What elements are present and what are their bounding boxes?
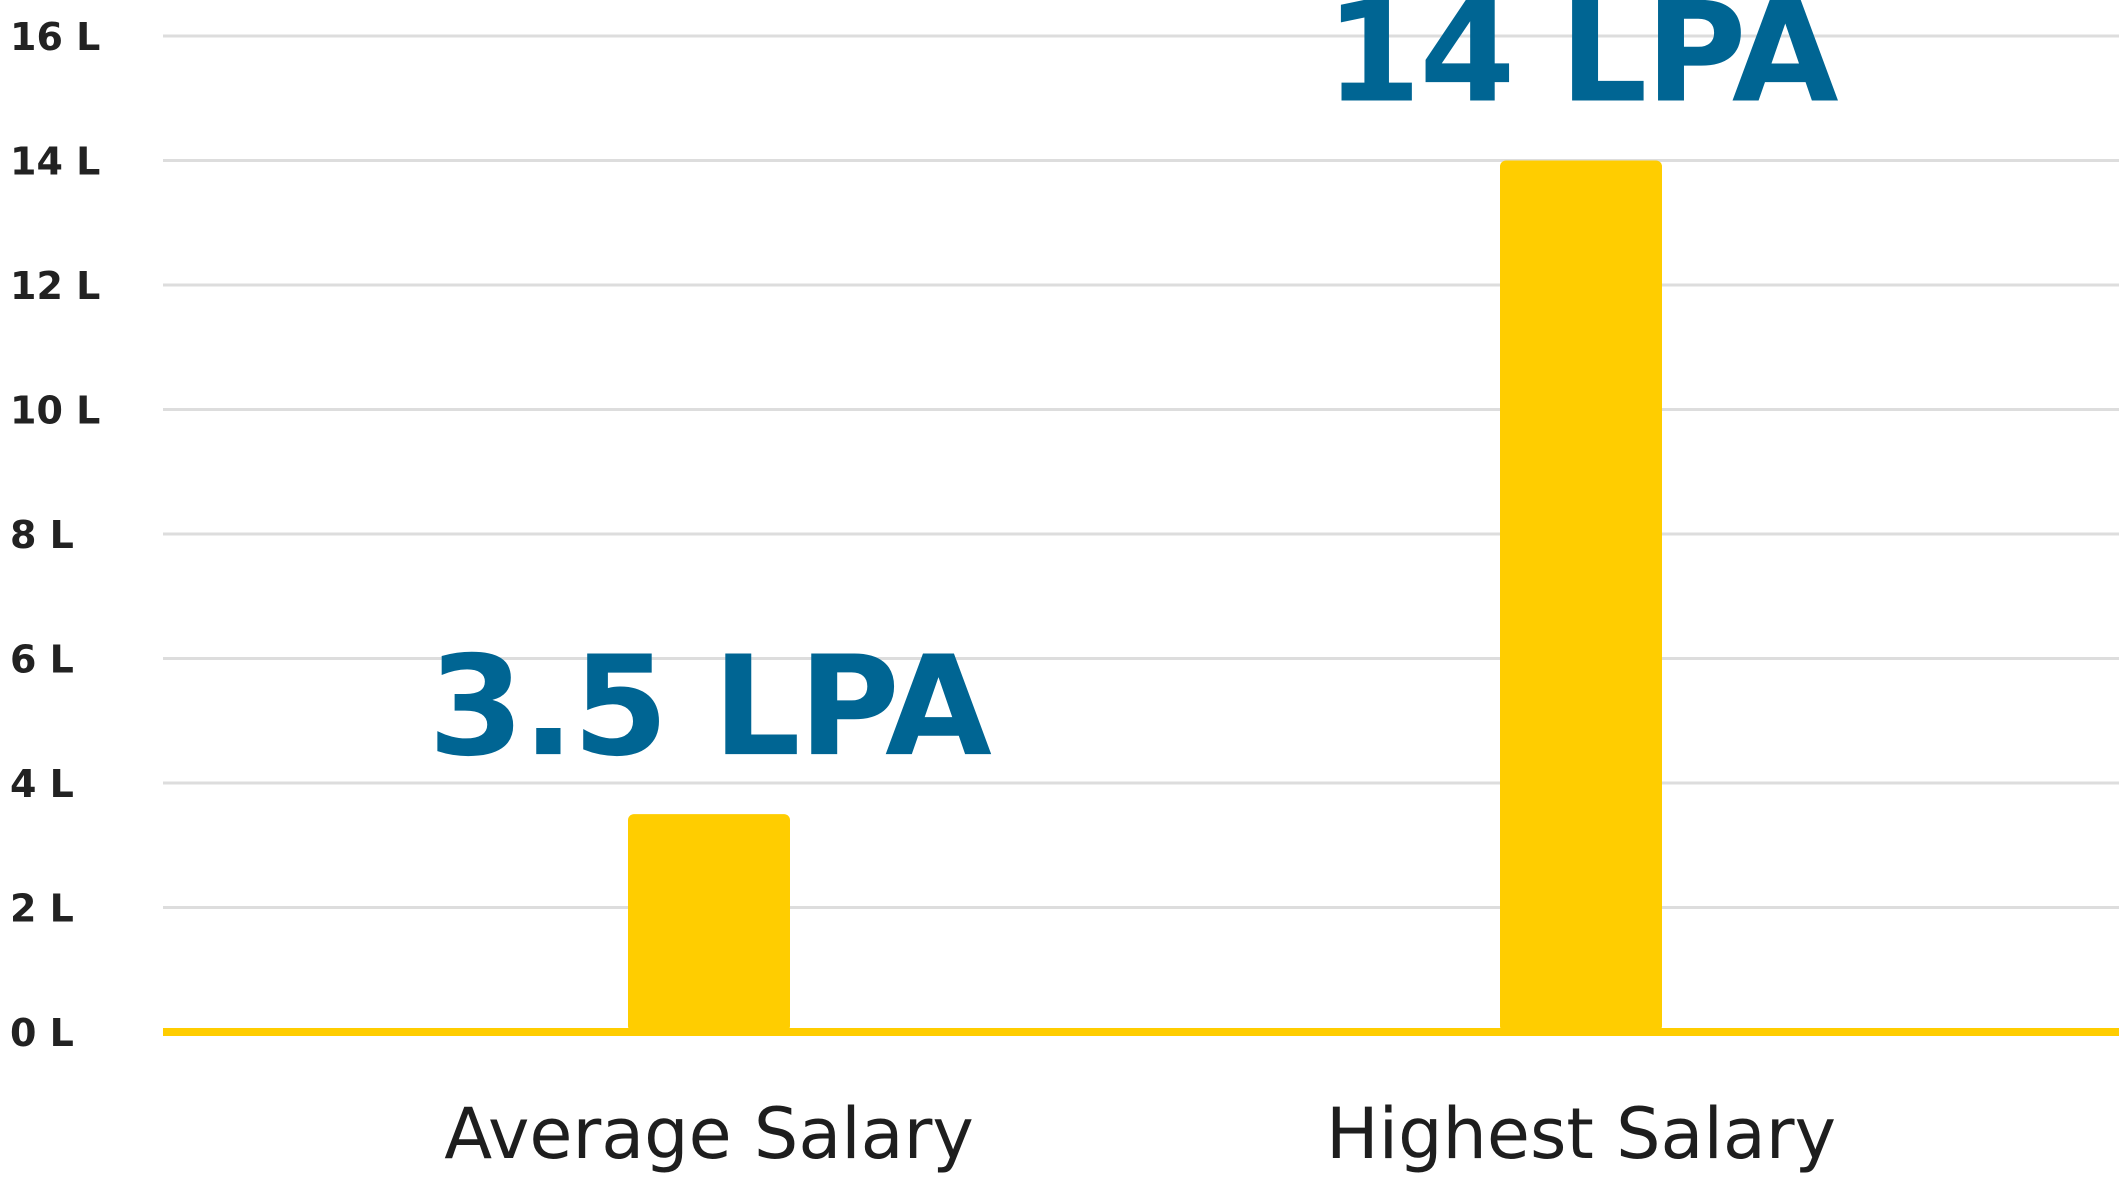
gridlines — [163, 34, 2119, 909]
bar — [628, 814, 790, 1032]
y-tick-label: 2 L — [10, 887, 74, 931]
y-axis-ticks: 0 L 2 L 4 L 6 L 8 L 10 L 12 L 14 L 16 L — [10, 15, 100, 1055]
data-label: 14 LPA — [1325, 0, 1838, 134]
category-label: Average Salary — [444, 1093, 974, 1175]
y-tick-label: 4 L — [10, 762, 74, 806]
y-tick-label: 0 L — [10, 1011, 74, 1055]
y-tick-label: 12 L — [10, 264, 100, 308]
x-axis-categories: Average Salary Highest Salary — [444, 1093, 1836, 1175]
y-tick-label: 10 L — [10, 389, 100, 433]
data-labels: 3.5 LPA 14 LPA — [428, 0, 1841, 787]
y-tick-label: 14 L — [10, 140, 100, 184]
y-tick-label: 6 L — [10, 638, 74, 682]
data-label: 3.5 LPA — [428, 626, 992, 787]
y-tick-label: 16 L — [10, 15, 100, 59]
y-tick-label: 8 L — [10, 513, 74, 557]
bars — [628, 160, 1662, 1032]
bar — [1500, 160, 1662, 1032]
category-label: Highest Salary — [1326, 1093, 1836, 1175]
